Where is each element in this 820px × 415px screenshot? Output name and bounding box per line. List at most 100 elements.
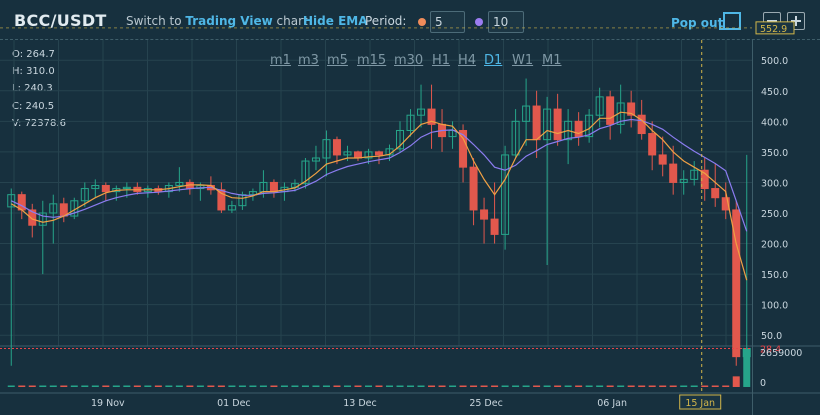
trading-view-link[interactable]: Trading View <box>185 14 273 28</box>
candle-body-up <box>564 120 573 141</box>
volume-bar <box>533 385 541 387</box>
volume-bar <box>49 385 57 387</box>
volume-bar <box>364 385 372 387</box>
volume-bar <box>228 385 236 387</box>
switch-suffix: chart <box>276 14 308 28</box>
x-tick-label: 25 Dec <box>469 398 503 409</box>
timeframe-m1[interactable]: M1 <box>542 53 562 68</box>
candle-body-down <box>459 129 468 168</box>
volume-bar <box>375 385 383 387</box>
volume-bar <box>449 385 457 387</box>
candle-body-up <box>406 114 415 131</box>
candle-body-up <box>343 151 352 156</box>
candle-body-down <box>490 218 499 235</box>
y-tick-label: 400.0 <box>761 117 788 128</box>
volume-bar <box>112 385 120 387</box>
volume-bar <box>659 385 667 387</box>
volume-bar <box>701 385 709 387</box>
timeframe-h1[interactable]: H1 <box>432 53 451 68</box>
pop-out-button[interactable]: Pop out <box>671 16 724 30</box>
volume-bar <box>154 385 162 387</box>
volume-bar <box>343 385 351 387</box>
timeframe-w1[interactable]: W1 <box>512 53 534 68</box>
candle-body-down <box>732 209 741 358</box>
volume-bar <box>186 385 194 387</box>
y-tick-label: 100.0 <box>761 301 788 312</box>
pop-out-icon[interactable] <box>719 12 741 30</box>
x-tick-label: 13 Dec <box>343 398 377 409</box>
candle-body-down <box>101 184 110 193</box>
volume-bar <box>291 385 299 387</box>
volume-bar <box>270 385 278 387</box>
crosshair-x-box <box>679 394 722 410</box>
volume-bar <box>711 385 719 387</box>
volume-bar <box>585 385 593 387</box>
candle-body-down <box>721 197 730 211</box>
y-tick-label: 50.0 <box>761 331 782 342</box>
timeframe-m30[interactable]: m30 <box>394 53 424 68</box>
volume-bar <box>470 385 478 387</box>
volume-bar <box>732 376 740 387</box>
crosshair-x-label: 15 Jan <box>685 398 715 409</box>
candle-body-up <box>49 203 58 214</box>
candle-body-down <box>627 102 636 116</box>
volume-bar <box>123 385 131 387</box>
ema10-color-dot <box>475 18 483 26</box>
zoom-in-icon[interactable] <box>787 12 805 30</box>
timeframe-h4[interactable]: H4 <box>458 53 477 68</box>
volume-bar <box>438 385 446 387</box>
candle-body-up <box>238 194 247 207</box>
volume-bar <box>312 385 320 387</box>
volume-bar <box>354 385 362 387</box>
candle-body-down <box>332 139 341 156</box>
volume-bar <box>7 385 15 387</box>
volume-bar <box>386 385 394 387</box>
volume-bar <box>196 385 204 387</box>
timeframe-d1[interactable]: D1 <box>484 53 503 68</box>
volume-bar <box>638 385 646 387</box>
candle-body-up <box>311 157 320 162</box>
candle-body-up <box>248 191 257 196</box>
volume-bar <box>60 385 68 387</box>
ema-period-2-input[interactable] <box>488 11 524 33</box>
volume-bar <box>333 385 341 387</box>
x-tick-label: 06 Jan <box>597 398 627 409</box>
hide-ema-button[interactable]: Hide EMA <box>303 14 368 28</box>
volume-bar <box>554 385 562 387</box>
candle-body-up <box>417 108 426 116</box>
volume-bar <box>575 385 583 387</box>
volume-bar <box>564 385 572 387</box>
timeframe-m1[interactable]: m1 <box>270 53 291 68</box>
candle-body-down <box>711 188 720 199</box>
y-tick-label: 450.0 <box>761 87 788 98</box>
volume-bar <box>407 385 415 387</box>
volume-max-label: 2659000 <box>760 348 802 359</box>
candle-body-down <box>375 151 383 156</box>
timeframe-m5[interactable]: m5 <box>327 53 348 68</box>
y-tick-label: 250.0 <box>761 209 788 220</box>
volume-bar <box>543 385 551 387</box>
volume-bar <box>91 385 99 387</box>
ohlc-panel: O: 264.7 H: 310.0 L: 240.3 C: 240.5 V: 7… <box>12 46 66 132</box>
timeframe-m3[interactable]: m3 <box>298 53 319 68</box>
timeframe-m15[interactable]: m15 <box>357 53 387 68</box>
volume-bar <box>512 385 520 387</box>
volume-bar <box>722 385 730 387</box>
y-tick-label: 150.0 <box>761 270 788 281</box>
x-tick-label: 19 Nov <box>91 398 125 409</box>
candle-body-down <box>669 163 678 183</box>
y-tick-label: 500.0 <box>761 56 788 67</box>
candle-body-down <box>427 108 436 125</box>
candle-body-down <box>606 96 615 125</box>
candle-body-up <box>364 151 373 159</box>
ohlc-open: O: 264.7 <box>12 49 55 60</box>
volume-bar <box>596 385 604 387</box>
volume-bar <box>238 385 246 387</box>
volume-bar <box>396 385 404 387</box>
volume-bar <box>102 385 110 387</box>
candle-body-up <box>322 139 331 159</box>
candle-body-down <box>269 181 278 193</box>
volume-bar <box>501 385 509 387</box>
volume-bar <box>627 385 635 387</box>
